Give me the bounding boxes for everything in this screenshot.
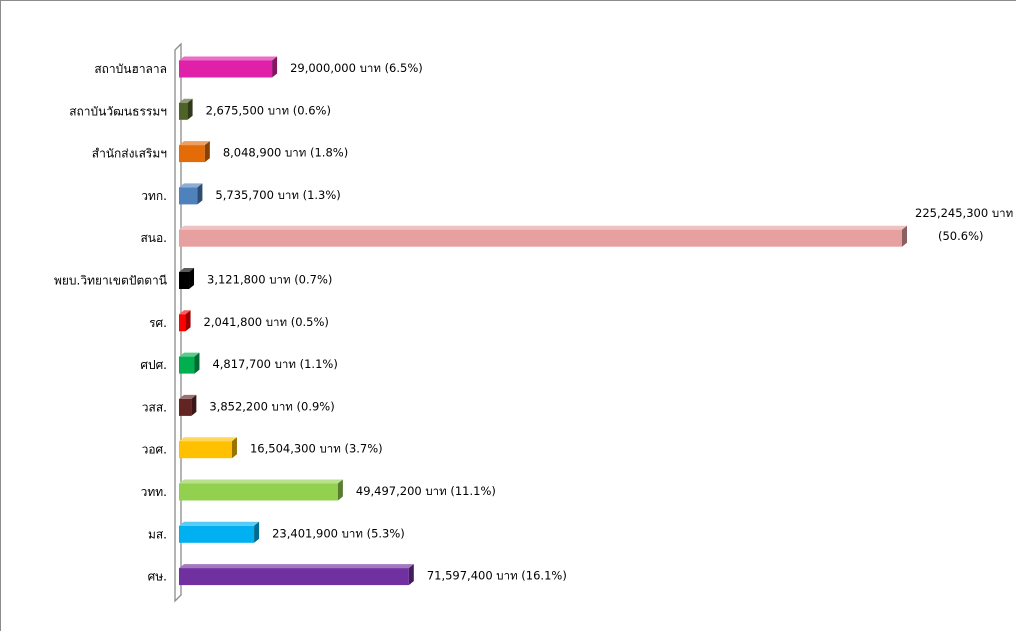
category-label: วทท. xyxy=(141,485,167,499)
category-label: ศษ. xyxy=(148,570,167,584)
bar-10 xyxy=(179,437,237,459)
data-label: 5,735,700 บาท (1.3%) xyxy=(215,188,340,202)
bar-9 xyxy=(179,394,197,416)
bar-11 xyxy=(179,479,343,501)
category-label: พยบ.วิทยาเขตปัตตานี xyxy=(54,274,167,288)
category-label: สถาบันวัฒนธรรมฯ xyxy=(69,104,167,118)
data-label-percent: (50.6%) xyxy=(938,229,984,243)
data-label: 225,245,300 บาท xyxy=(915,206,1013,220)
bar-6 xyxy=(179,268,195,289)
bar-2 xyxy=(179,98,193,120)
data-label: 4,817,700 บาท (1.1%) xyxy=(212,357,337,371)
data-label: 23,401,900 บาท (5.3%) xyxy=(272,526,405,540)
category-label: สนอ. xyxy=(140,231,167,245)
bar-1 xyxy=(179,56,278,78)
data-label: 3,121,800 บาท (0.7%) xyxy=(207,273,332,287)
bar-4 xyxy=(179,183,203,205)
category-label: มส. xyxy=(148,527,167,541)
bar-13 xyxy=(179,564,414,586)
data-label: 2,041,800 บาท (0.5%) xyxy=(204,315,329,329)
bar-3 xyxy=(179,141,210,163)
data-label: 16,504,300 บาท (3.7%) xyxy=(250,442,383,456)
category-axis xyxy=(174,42,182,603)
data-label: 8,048,900 บาท (1.8%) xyxy=(223,146,348,160)
category-label: สำนักส่งเสริมฯ xyxy=(92,147,167,161)
bar-12 xyxy=(179,521,260,543)
category-label: วสส. xyxy=(142,400,167,414)
data-label: 29,000,000 บาท (6.5%) xyxy=(290,61,423,75)
bar-7 xyxy=(179,310,191,332)
data-label: 3,852,200 บาท (0.9%) xyxy=(209,399,334,413)
data-label: 71,597,400 บาท (16.1%) xyxy=(427,569,567,583)
category-label: วทก. xyxy=(141,189,167,203)
category-label: สถาบันฮาลาล xyxy=(94,62,167,76)
category-label: ศปศ. xyxy=(140,358,167,372)
data-label: 49,497,200 บาท (11.1%) xyxy=(356,484,496,498)
category-label: รศ. xyxy=(149,316,167,330)
bar-8 xyxy=(179,352,200,374)
bar-5 xyxy=(179,225,907,247)
data-label: 2,675,500 บาท (0.6%) xyxy=(206,103,331,117)
category-label: วอศ. xyxy=(142,443,167,457)
